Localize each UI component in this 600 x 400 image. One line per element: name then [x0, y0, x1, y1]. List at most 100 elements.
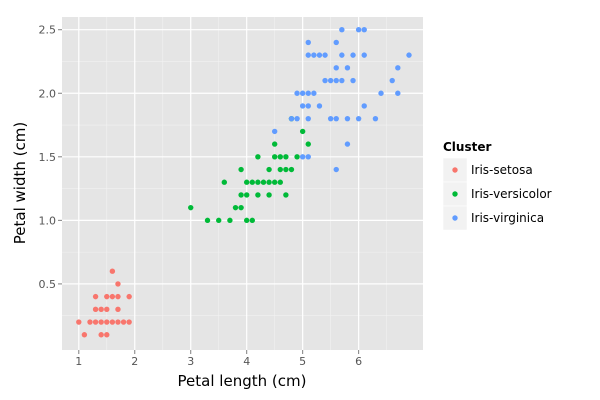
- data-point: [333, 65, 339, 71]
- legend-key-point: [452, 167, 458, 173]
- data-point: [249, 179, 255, 185]
- data-point: [92, 293, 99, 300]
- data-point: [227, 217, 233, 224]
- data-point: [350, 52, 356, 58]
- data-point: [232, 204, 239, 211]
- data-point: [271, 154, 278, 160]
- y-tick-label: 2.0: [39, 87, 57, 100]
- data-point: [305, 141, 311, 147]
- data-point: [104, 293, 110, 300]
- data-point: [238, 204, 244, 211]
- data-point: [316, 103, 323, 109]
- data-point: [333, 77, 339, 84]
- data-point: [126, 293, 132, 300]
- data-point: [333, 166, 339, 173]
- y-axis-ticks: 0.5 1.0 1.5 2.0 2.5: [39, 24, 62, 291]
- y-axis-title: Petal width (cm): [11, 122, 29, 244]
- data-point: [305, 103, 311, 109]
- data-point: [260, 179, 267, 185]
- data-point: [389, 77, 395, 84]
- data-point: [344, 115, 351, 122]
- data-point: [339, 27, 345, 33]
- data-point: [98, 306, 104, 313]
- data-point: [355, 115, 362, 122]
- data-point: [266, 166, 272, 173]
- data-point: [283, 166, 289, 173]
- data-point: [283, 192, 289, 198]
- data-point: [299, 90, 306, 96]
- data-point: [372, 115, 379, 122]
- legend-label: Iris-versicolor: [471, 187, 552, 201]
- data-point: [288, 166, 295, 173]
- data-point: [255, 192, 261, 198]
- data-point: [92, 319, 99, 325]
- data-point: [327, 77, 334, 84]
- data-point: [87, 319, 93, 325]
- data-point: [395, 65, 401, 71]
- data-point: [109, 293, 116, 300]
- data-point: [81, 332, 88, 338]
- data-point: [327, 115, 334, 122]
- data-point: [238, 192, 244, 198]
- data-point: [221, 179, 228, 185]
- data-point: [277, 154, 283, 160]
- data-point: [294, 154, 300, 160]
- x-axis-title: Petal length (cm): [178, 372, 307, 390]
- data-point: [243, 192, 250, 198]
- data-point: [311, 52, 317, 58]
- data-point: [344, 141, 351, 147]
- legend-label: Iris-setosa: [471, 163, 533, 177]
- x-tick-label: 3: [187, 355, 194, 368]
- data-point: [204, 217, 211, 224]
- data-point: [104, 332, 110, 338]
- data-point: [288, 115, 295, 122]
- data-point: [311, 90, 317, 96]
- data-point: [361, 52, 367, 58]
- x-tick-label: 4: [243, 355, 250, 368]
- legend-title: Cluster: [443, 140, 491, 154]
- data-point: [115, 306, 121, 313]
- data-point: [115, 319, 121, 325]
- data-point: [305, 39, 311, 46]
- data-point: [92, 306, 99, 313]
- panel-background: [62, 17, 423, 350]
- data-point: [255, 154, 261, 160]
- x-axis-ticks: 1 2 3 4 5 6: [75, 350, 362, 368]
- data-point: [294, 90, 300, 96]
- data-point: [305, 90, 311, 96]
- data-point: [126, 319, 132, 325]
- data-point: [355, 27, 362, 33]
- data-point: [283, 154, 289, 160]
- data-point: [378, 90, 384, 96]
- data-point: [115, 293, 121, 300]
- data-point: [350, 77, 356, 84]
- data-point: [333, 115, 339, 122]
- legend: Cluster Iris-setosa Iris-versicolor Iris-v…: [442, 140, 552, 231]
- x-tick-label: 5: [299, 355, 306, 368]
- data-point: [216, 217, 222, 224]
- data-point: [344, 65, 351, 71]
- x-tick-label: 1: [75, 355, 82, 368]
- y-tick-label: 1.5: [39, 151, 57, 164]
- data-point: [266, 179, 272, 185]
- data-point: [271, 179, 278, 185]
- data-point: [238, 166, 244, 173]
- y-tick-label: 0.5: [39, 278, 57, 291]
- data-point: [305, 154, 311, 160]
- data-point: [299, 128, 306, 135]
- data-point: [115, 281, 121, 287]
- data-point: [104, 319, 110, 325]
- data-point: [322, 77, 328, 84]
- data-point: [305, 52, 311, 58]
- x-tick-label: 2: [131, 355, 138, 368]
- data-point: [188, 204, 194, 211]
- data-point: [109, 319, 116, 325]
- data-point: [277, 179, 283, 185]
- data-point: [271, 128, 278, 135]
- data-point: [294, 115, 300, 122]
- data-point: [104, 306, 110, 313]
- data-point: [266, 192, 272, 198]
- legend-key-point: [452, 215, 458, 221]
- data-point: [322, 52, 328, 58]
